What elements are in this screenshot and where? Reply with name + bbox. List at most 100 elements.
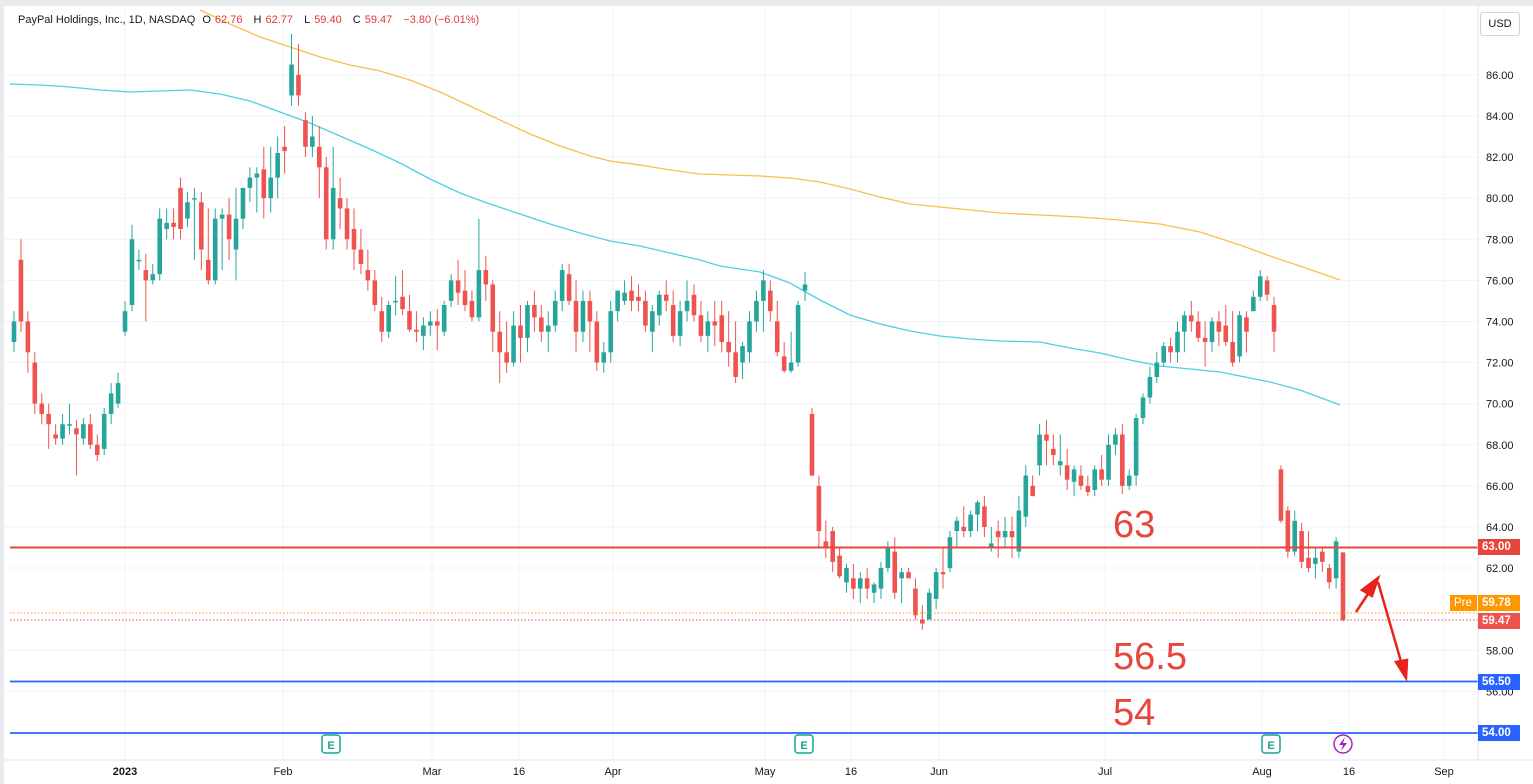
candle (545, 311, 551, 353)
candle-body (226, 214, 232, 240)
candle (587, 290, 593, 353)
candle (761, 270, 766, 332)
candle-body (1182, 315, 1187, 332)
candle-body (1092, 469, 1098, 490)
candle-body (788, 362, 794, 371)
candle-body (53, 434, 58, 439)
candle-body (344, 208, 350, 240)
candle-body (1251, 296, 1256, 312)
candle (434, 309, 440, 351)
earnings-marker-1[interactable]: E (321, 734, 341, 754)
candle-body (1188, 315, 1194, 322)
candle-body (414, 329, 419, 332)
time-tick-label: Jul (1098, 766, 1112, 778)
high-label: H (253, 14, 262, 26)
candle-body (601, 352, 607, 363)
candle-body (899, 572, 904, 579)
candle (802, 272, 808, 301)
candle-body (615, 290, 620, 312)
candle (816, 475, 822, 548)
candle-body (650, 311, 655, 332)
candle-body (885, 547, 891, 569)
candle (740, 342, 745, 379)
candle-body (323, 167, 329, 240)
candle-body (1133, 418, 1139, 476)
candle (1182, 311, 1187, 353)
candle (441, 300, 447, 336)
price-axis[interactable]: 86.00 84.00 82.00 80.00 78.00 76.00 74.00 72.00… (1486, 70, 1514, 699)
candle-body (448, 280, 454, 301)
candle (115, 372, 121, 408)
candle-body (497, 331, 503, 353)
candle-body (768, 290, 773, 312)
candle-body (205, 259, 211, 281)
candle-body (1016, 510, 1022, 552)
time-tick-label: Feb (274, 766, 293, 778)
candle-body (947, 537, 953, 569)
candle (650, 305, 655, 353)
candle-body (164, 222, 169, 229)
candle-body (421, 325, 426, 336)
candle-body (254, 173, 260, 178)
candle (101, 407, 107, 456)
candle (275, 136, 280, 199)
earnings-marker-3[interactable]: E (1261, 734, 1281, 754)
candle-body (296, 74, 301, 96)
candle (351, 208, 357, 271)
candle (88, 413, 93, 449)
candle-body (1223, 325, 1229, 342)
candle (940, 547, 946, 589)
candle (1340, 552, 1346, 622)
candle-body (643, 300, 648, 326)
candle (1223, 305, 1229, 347)
candle (365, 249, 371, 291)
candle (511, 311, 516, 367)
candle (46, 403, 51, 449)
candle (219, 208, 225, 271)
candle-body (1306, 557, 1311, 569)
candle (164, 208, 169, 240)
candle-body (1064, 465, 1070, 480)
candle-body (816, 485, 822, 532)
candle-body (261, 169, 267, 199)
candle-body (906, 572, 911, 579)
candle (323, 157, 329, 250)
price-tick-label: 76.00 (1486, 275, 1514, 287)
candle (573, 280, 579, 353)
candle-body (761, 280, 766, 301)
candle (670, 290, 676, 342)
candle-body (1257, 276, 1263, 297)
candle-body (774, 321, 780, 353)
candle (1320, 547, 1325, 573)
candle (823, 520, 829, 558)
earnings-marker-2[interactable]: E (794, 734, 814, 754)
time-axis[interactable]: 2023 Feb Mar 16 Apr May 16 Jun Jul Aug 16 Sep (113, 766, 1454, 778)
candle (933, 568, 939, 610)
candle (954, 516, 960, 548)
candle (1161, 342, 1167, 367)
candle (1237, 311, 1242, 363)
candle (1030, 475, 1035, 497)
price-tick-label: 64.00 (1486, 522, 1514, 534)
candle-body (1313, 557, 1318, 564)
currency-button[interactable]: USD (1480, 12, 1520, 36)
candle-body (1271, 305, 1277, 332)
change-value: −3.80 (−6.01%) (403, 14, 480, 26)
candle-body (1085, 485, 1091, 493)
price-tick-label: 78.00 (1486, 234, 1514, 246)
candle-body (663, 294, 669, 301)
candle-body (1326, 568, 1332, 583)
candle (1251, 290, 1256, 312)
candle (1244, 311, 1249, 353)
candle (1140, 393, 1146, 425)
time-tick-label: Jun (930, 766, 948, 778)
candle (1071, 465, 1077, 497)
candle (691, 284, 697, 322)
dividend-lightning-icon[interactable] (1333, 734, 1353, 754)
candle-body (1161, 346, 1167, 363)
candle (185, 191, 190, 227)
candle (1154, 352, 1160, 384)
candle (455, 259, 461, 306)
